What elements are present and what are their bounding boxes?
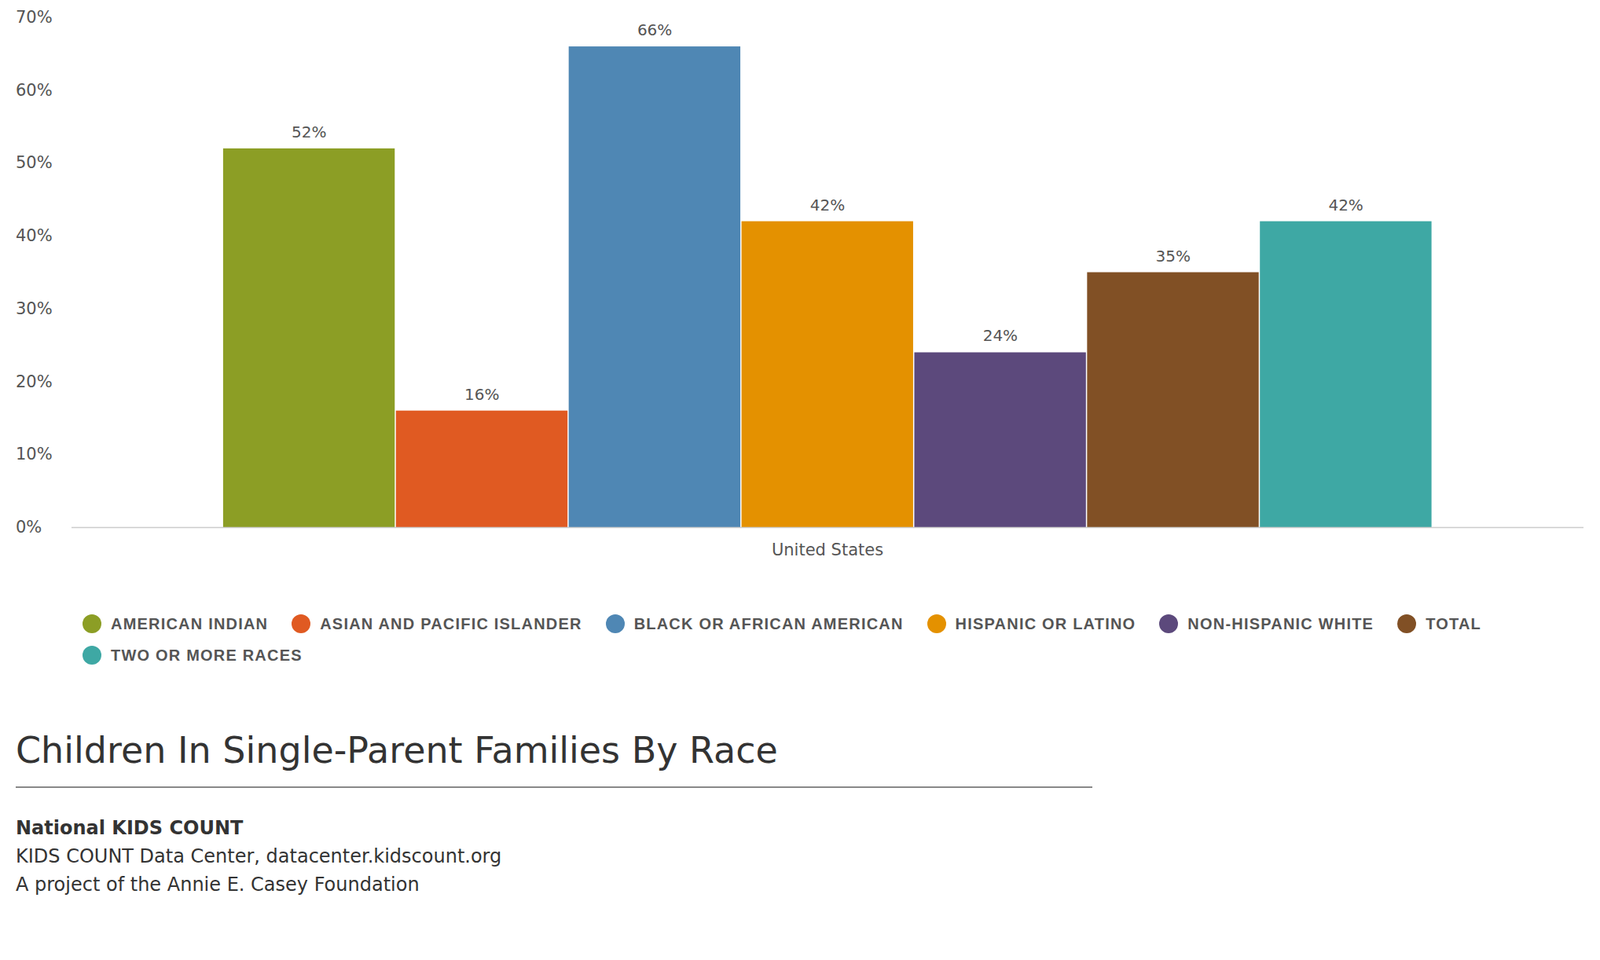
bar bbox=[1259, 221, 1432, 528]
source-note: KIDS COUNT Data Center, datacenter.kidsc… bbox=[15, 842, 502, 871]
legend-swatch bbox=[605, 614, 625, 634]
y-tick-label: 40% bbox=[15, 226, 53, 246]
bar bbox=[396, 411, 568, 528]
x-axis bbox=[71, 527, 1584, 529]
y-tick bbox=[66, 381, 72, 382]
title: Children In Single-Parent Families By Ra… bbox=[15, 729, 778, 772]
y-tick-label: 60% bbox=[15, 80, 53, 100]
chart: 0% 10% 20% 30% 40% 50% 60% 70% 52% 16% 66% 42% 24% 35… bbox=[0, 0, 1600, 606]
legend-label: NON-HISPANIC WHITE bbox=[1187, 615, 1374, 634]
bars bbox=[223, 46, 1432, 528]
legend-item: TWO OR MORE RACES bbox=[82, 644, 303, 667]
legend-label: ASIAN AND PACIFIC ISLANDER bbox=[319, 615, 582, 634]
y-tick bbox=[66, 235, 72, 237]
title-rule bbox=[15, 786, 1093, 789]
y-tick-label: 0% bbox=[15, 517, 42, 537]
y-tick-label: 10% bbox=[15, 444, 53, 464]
y-tick-label: 20% bbox=[15, 372, 53, 392]
data-label: 52% bbox=[291, 122, 327, 142]
y-tick bbox=[66, 162, 72, 164]
legend-swatch bbox=[291, 614, 311, 634]
bar bbox=[741, 221, 914, 528]
legend-swatch bbox=[1159, 614, 1178, 634]
source-notes: National KIDS COUNTKIDS COUNT Data Cente… bbox=[15, 814, 502, 900]
y-tick-label: 30% bbox=[15, 299, 53, 319]
data-label: 66% bbox=[637, 20, 672, 40]
bar bbox=[223, 148, 395, 528]
y-tick bbox=[66, 89, 72, 91]
legend-item: TOTAL bbox=[1397, 612, 1482, 635]
bar bbox=[568, 46, 741, 528]
y-tick-label: 70% bbox=[15, 7, 53, 27]
legend-swatch bbox=[82, 614, 102, 634]
bar bbox=[913, 352, 1086, 528]
x-tick-label: United States bbox=[771, 540, 884, 560]
source-note: A project of the Annie E. Casey Foundati… bbox=[15, 870, 502, 900]
legend-label: TWO OR MORE RACES bbox=[110, 646, 303, 665]
data-label: 42% bbox=[1328, 195, 1363, 215]
y-tick bbox=[66, 308, 72, 309]
legend-label: HISPANIC OR LATINO bbox=[955, 615, 1137, 634]
y-tick-label: 50% bbox=[15, 153, 53, 173]
data-label: 35% bbox=[1155, 246, 1191, 266]
legend-label: BLACK OR AFRICAN AMERICAN bbox=[634, 615, 904, 634]
legend-label: TOTAL bbox=[1425, 615, 1482, 634]
legend-item: AMERICAN INDIAN bbox=[82, 612, 268, 635]
y-tick bbox=[66, 454, 72, 456]
bar bbox=[1086, 272, 1259, 529]
legend-item: HISPANIC OR LATINO bbox=[927, 612, 1137, 635]
legend-swatch bbox=[1397, 614, 1417, 634]
legend-swatch bbox=[927, 614, 947, 634]
y-tick bbox=[66, 527, 72, 529]
legend-item: NON-HISPANIC WHITE bbox=[1159, 612, 1374, 635]
y-tick bbox=[66, 17, 72, 19]
data-label: 42% bbox=[810, 195, 845, 215]
legend-item: ASIAN AND PACIFIC ISLANDER bbox=[291, 612, 582, 635]
legend-label: AMERICAN INDIAN bbox=[110, 615, 268, 634]
legend-swatch bbox=[82, 645, 102, 665]
data-label: 16% bbox=[464, 385, 500, 404]
data-label: 24% bbox=[983, 326, 1018, 345]
legend-item: BLACK OR AFRICAN AMERICAN bbox=[605, 612, 904, 635]
source-note: National KIDS COUNT bbox=[15, 814, 502, 843]
legend: AMERICAN INDIAN ASIAN AND PACIFIC ISLANDE… bbox=[82, 612, 1576, 667]
